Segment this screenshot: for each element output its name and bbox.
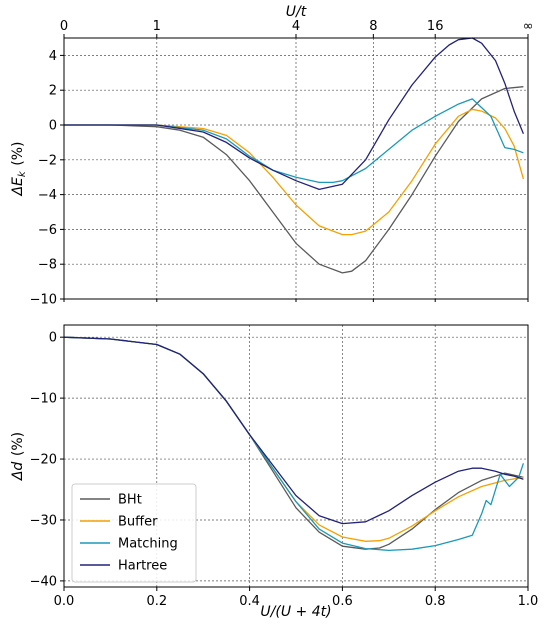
x-tick-label: 0.8 — [425, 594, 446, 609]
series-group — [64, 37, 525, 274]
top-tick-label: ∞ — [523, 19, 534, 34]
plot-frame — [63, 324, 529, 588]
x-tick-label: 1.0 — [518, 594, 539, 609]
y-tick-label: −8 — [38, 258, 57, 273]
x-tick-label: 0.4 — [239, 594, 260, 609]
y-tick-label: −10 — [30, 392, 57, 407]
legend-frame — [71, 483, 197, 583]
y-tick-label: −30 — [30, 513, 57, 528]
y-tick-label: −6 — [38, 223, 57, 238]
distance-panel: 0 −10 −20 −30 −40 Δd (%) 0.0 0.2 0.4 0.6 0.8 1.0 U/(… — [10, 324, 539, 620]
y-tick-label: −40 — [30, 574, 57, 589]
y-tick-label: −10 — [30, 293, 57, 308]
top-tick-label: 8 — [369, 19, 377, 34]
y-tick-label: 0 — [49, 331, 57, 346]
y-tick-label: 4 — [49, 49, 57, 64]
legend: BHt Buffer Matching Hartree — [71, 483, 197, 583]
series-line-hartree — [64, 37, 525, 191]
series-line-matching — [64, 98, 524, 184]
top-tick-label: 0 — [60, 19, 68, 34]
y-axis-label: ΔEk (%) — [10, 141, 28, 196]
series-line-hartree — [63, 336, 524, 525]
y-axis-label: Δd (%) — [10, 432, 26, 481]
series-line-bht — [64, 86, 524, 274]
legend-label-matching: Matching — [118, 537, 178, 552]
y-ticks: 4 2 0 −2 −4 −6 −8 −10 — [30, 49, 64, 308]
gridlines — [64, 38, 528, 299]
y-tick-label: −20 — [30, 453, 57, 468]
top-tick-label: 1 — [153, 19, 161, 34]
x-tick-label: 0.2 — [146, 594, 167, 609]
series-group — [63, 336, 525, 552]
top-axis-label: U/t — [286, 4, 307, 20]
y-tick-label: −2 — [38, 153, 57, 168]
top-axis-ticks: 0 1 4 8 16 ∞ — [60, 19, 534, 302]
top-tick-label: 4 — [292, 19, 300, 34]
legend-label-bht: BHt — [118, 493, 142, 508]
y-tick-label: −4 — [38, 188, 57, 203]
y-tick-label: 2 — [49, 84, 57, 99]
legend-label-hartree: Hartree — [118, 559, 167, 574]
legend-label-buffer: Buffer — [118, 515, 158, 530]
y-tick-label: 0 — [49, 119, 57, 134]
energy-panel: 4 2 0 −2 −4 −6 −8 −10 ΔEk (%) 0 1 4 8 16 ∞ U/t — [10, 4, 533, 308]
y-ticks: 0 −10 −20 −30 −40 — [30, 331, 64, 589]
x-tick-label: 0.0 — [54, 594, 75, 609]
top-tick-label: 16 — [427, 19, 444, 34]
x-tick-label: 0.6 — [332, 594, 353, 609]
x-ticks: 0.0 0.2 0.4 0.6 0.8 1.0 — [54, 587, 539, 609]
x-axis-label: U/(U + 4t) — [260, 604, 331, 620]
